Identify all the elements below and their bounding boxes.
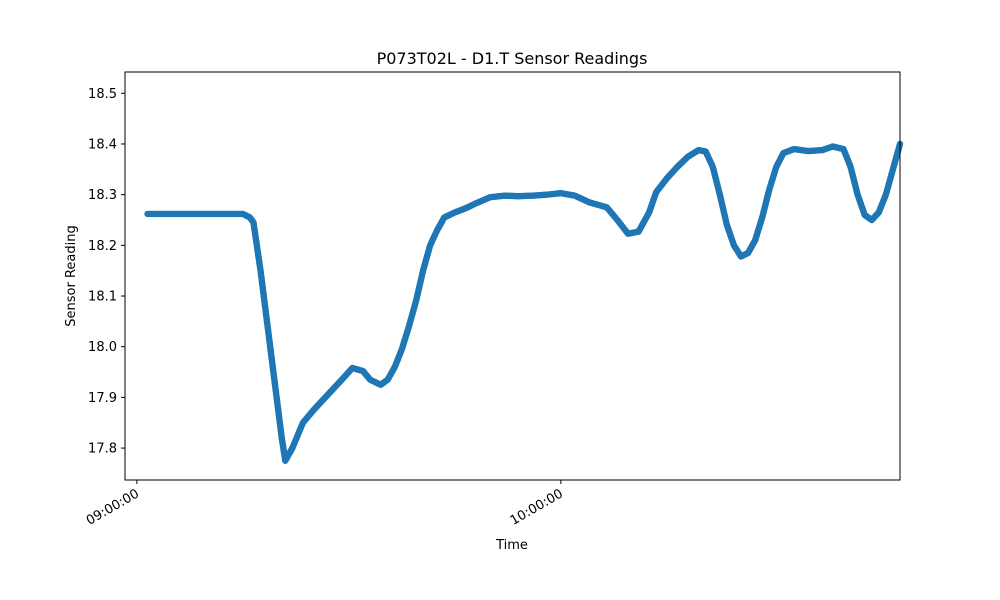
data-points	[144, 140, 904, 464]
y-tick-label: 18.1	[88, 290, 117, 305]
y-tick-label: 17.9	[88, 391, 117, 406]
y-tick-label: 18.5	[88, 87, 117, 102]
x-axis-label: Time	[495, 538, 528, 553]
chart-title: P073T02L - D1.T Sensor Readings	[377, 49, 648, 68]
y-tick-label: 17.8	[88, 442, 117, 457]
y-tick-label: 18.0	[88, 340, 117, 355]
plot-area-frame	[124, 71, 901, 481]
y-tick-label: 18.2	[88, 239, 117, 254]
y-axis: 17.8 17.9 18.0 18.1 18.2 18.3 18.4 18.5	[88, 87, 125, 457]
y-tick-label: 18.4	[88, 137, 117, 152]
y-tick-label: 18.3	[88, 188, 117, 203]
y-axis-label: Sensor Reading	[64, 225, 79, 326]
